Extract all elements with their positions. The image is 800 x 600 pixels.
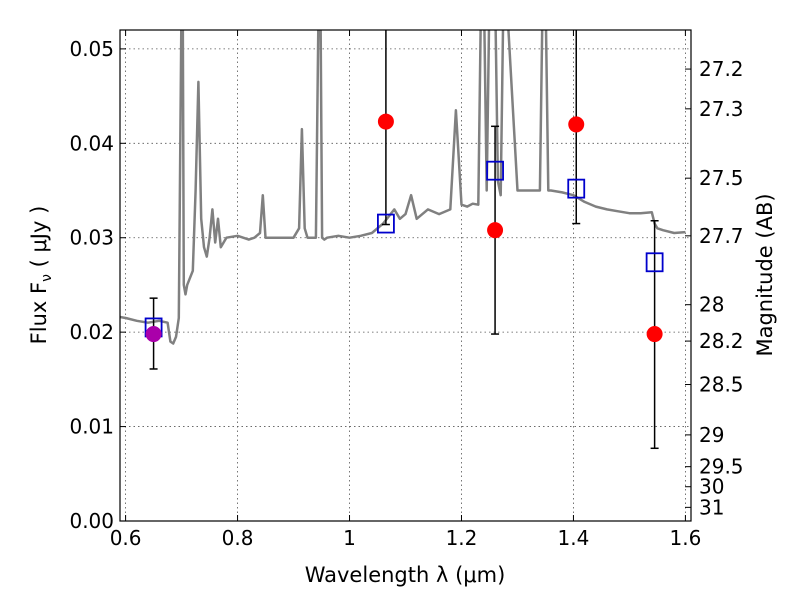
x-tick-label: 0.6	[110, 526, 142, 550]
x-tick-label: 1.4	[558, 526, 590, 550]
mag-tick-label: 28.2	[699, 329, 744, 353]
plot-area	[120, 30, 686, 345]
observed-flux-marker	[646, 326, 663, 343]
observed-flux-marker	[145, 326, 162, 343]
mag-tick-label: 28.5	[699, 373, 744, 397]
mag-tick-label: 27.3	[699, 97, 744, 121]
synthetic-flux-marker	[377, 213, 395, 234]
y-tick-label: 0.04	[69, 131, 114, 155]
y-tick-label: 0.03	[69, 226, 114, 250]
observed-flux-marker	[487, 222, 504, 239]
x-tick-label: 1.6	[669, 526, 701, 550]
y-tick-label: 0.02	[69, 320, 114, 344]
observed-flux-marker	[377, 113, 394, 130]
grid	[120, 30, 691, 522]
y-axis-title-subscript: ν	[39, 274, 55, 282]
y-tick-label: 0.01	[69, 415, 114, 439]
synthetic-flux-marker	[567, 178, 586, 199]
x-axis-title: Wavelength λ (μm)	[305, 563, 506, 587]
x-tick-label: 1	[343, 526, 356, 550]
markers	[144, 30, 664, 450]
mag-tick-label: 31	[699, 495, 724, 519]
y-axis-title-main: Flux F	[27, 282, 51, 344]
mag-tick-label: 27.5	[699, 166, 744, 190]
y-axis-title: Flux Fν ( μJy )	[27, 206, 55, 345]
mag-tick-label: 29	[699, 423, 724, 447]
synthetic-flux-marker	[486, 160, 504, 181]
ticks: 0.6 0.8 1 1.2 1.4 1.6 0.00 0.01 0.02 0.03 0.04 0.05…	[69, 30, 744, 550]
y2-axis-title: Magnitude (AB)	[753, 193, 777, 356]
y-tick-label: 0.05	[69, 37, 114, 61]
observed-flux-marker	[568, 116, 585, 133]
mag-tick-label: 29.5	[699, 455, 744, 479]
mag-tick-label: 28	[699, 293, 724, 317]
x-tick-label: 0.8	[222, 526, 254, 550]
model-spectrum-line	[120, 30, 686, 345]
y-tick-label: 0.00	[69, 509, 114, 533]
mag-tick-label: 30	[699, 475, 724, 499]
mag-tick-label: 27.7	[699, 224, 744, 248]
y-axis-title-unit: ( μJy )	[27, 206, 51, 274]
mag-tick-label: 27.2	[699, 57, 744, 81]
synthetic-flux-marker	[645, 252, 664, 273]
plot-frame	[119, 29, 692, 522]
x-tick-label: 1.2	[446, 526, 478, 550]
